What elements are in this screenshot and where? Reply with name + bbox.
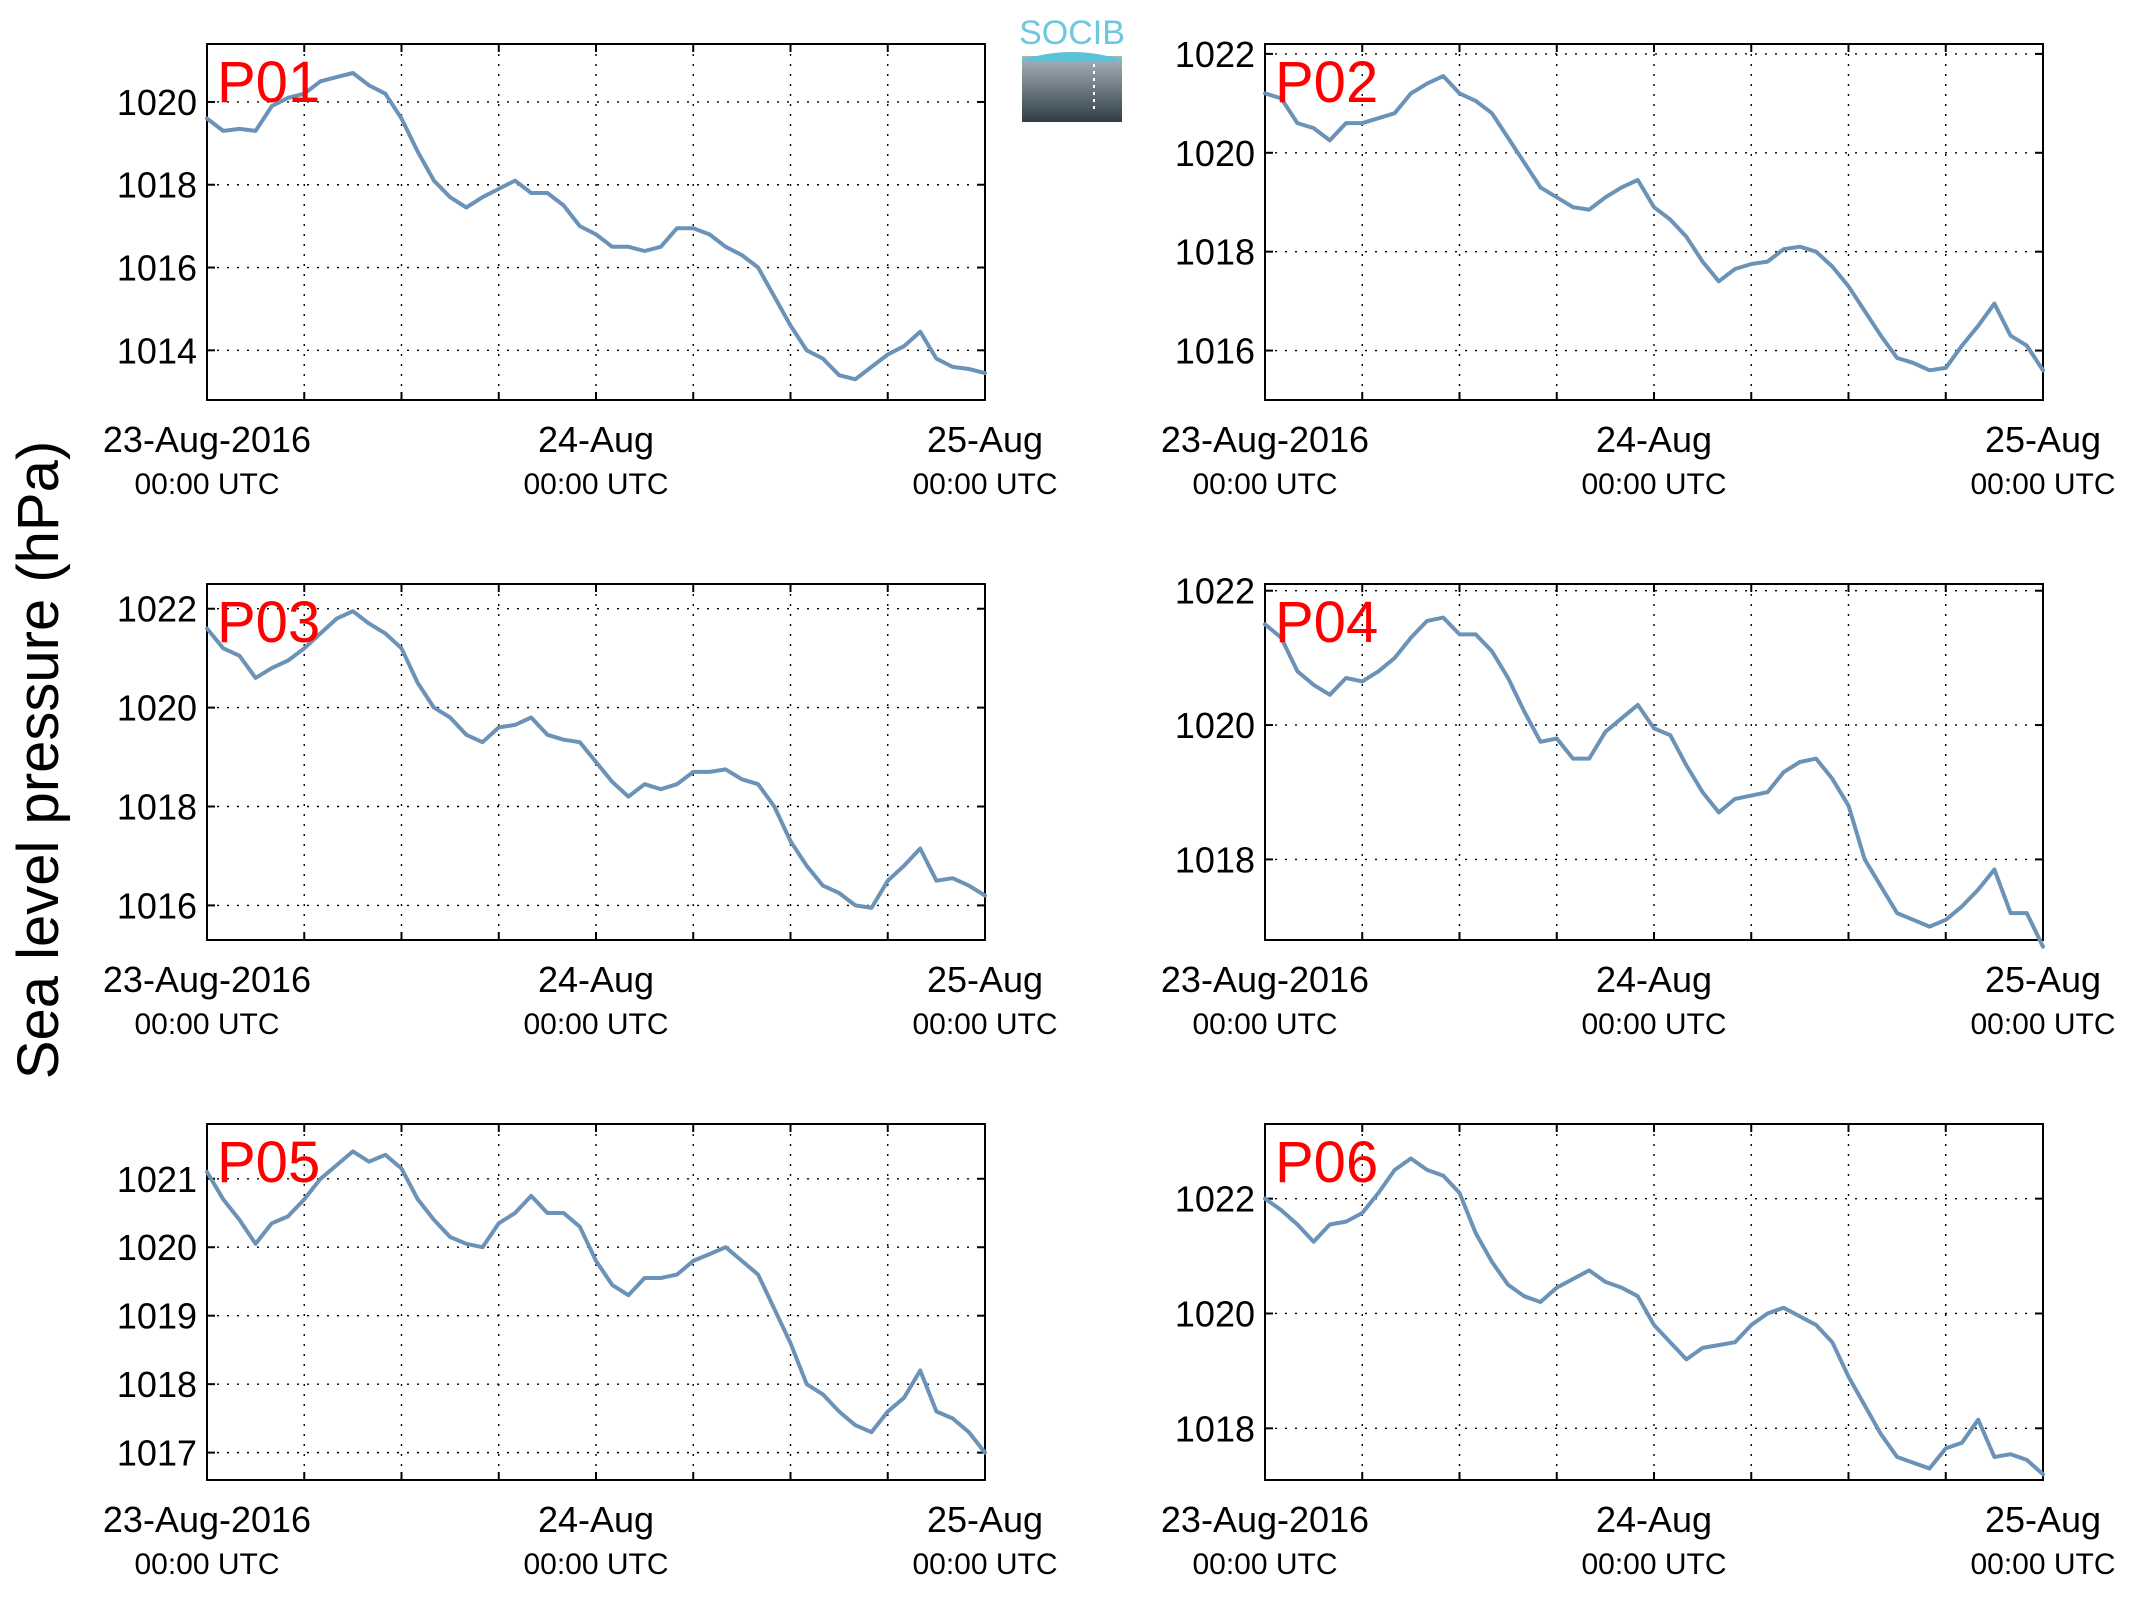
y-tick-label: 1022 [1175,571,1255,612]
x-tick-label-time: 00:00 UTC [912,1008,1057,1041]
panel-label: P05 [217,1130,320,1195]
panel-label: P04 [1275,590,1378,655]
x-tick-label-time: 00:00 UTC [1581,468,1726,501]
x-tick-label-date: 25-Aug [1985,419,2101,460]
logo-wave [1022,52,1122,62]
x-tick-label-date: 24-Aug [538,1499,654,1540]
x-tick-label-time: 00:00 UTC [1970,468,2115,501]
panel-p01: 1014 1016 1018 1020 23-Aug-2016 00:00 UTC 24-A… [103,43,1058,501]
x-tick-label-date: 24-Aug [1596,419,1712,460]
y-tick-label: 1022 [1175,34,1255,75]
x-tick-label-date: 23-Aug-2016 [1161,959,1369,1000]
panel-p04: 1018 1020 1022 23-Aug-2016 00:00 UTC 24-Aug 00… [1161,571,2116,1041]
x-tick-label-date: 23-Aug-2016 [1161,1499,1369,1540]
x-tick-label-time: 00:00 UTC [134,1548,279,1581]
y-tick-label: 1018 [117,1364,197,1405]
x-tick-label-time: 00:00 UTC [1192,468,1337,501]
x-tick-label-date: 23-Aug-2016 [103,1499,311,1540]
x-tick-label-time: 00:00 UTC [134,1008,279,1041]
x-tick-label-date: 24-Aug [538,959,654,1000]
y-tick-label: 1020 [117,1227,197,1268]
panel-label: P01 [217,50,320,115]
panel-label: P06 [1275,1130,1378,1195]
y-tick-label: 1018 [1175,839,1255,880]
y-axis-label: Sea level pressure (hPa) [6,441,71,1079]
x-tick-label-time: 00:00 UTC [1970,1548,2115,1581]
panel-p05: 1017 1018 1019 1020 1021 23-Aug-2016 00:00 UTC… [103,1123,1058,1581]
y-tick-label: 1018 [1175,1408,1255,1449]
x-tick-label-date: 25-Aug [927,959,1043,1000]
panel-p06: 1018 1020 1022 23-Aug-2016 00:00 UTC 24-Aug 00… [1161,1123,2116,1581]
x-tick-label-time: 00:00 UTC [1581,1548,1726,1581]
x-tick-label-time: 00:00 UTC [1192,1548,1337,1581]
y-tick-label: 1017 [117,1433,197,1474]
x-tick-label-date: 24-Aug [1596,959,1712,1000]
socib-logo: SOCIB [1019,14,1125,122]
x-tick-label-time: 00:00 UTC [1192,1008,1337,1041]
panel-label: P02 [1275,50,1378,115]
logo-text: SOCIB [1019,14,1125,52]
y-tick-label: 1018 [1175,232,1255,273]
x-tick-label-date: 25-Aug [1985,959,2101,1000]
series-line [205,71,987,382]
series-line [1263,74,2045,373]
x-tick-label-date: 24-Aug [1596,1499,1712,1540]
y-tick-label: 1020 [1175,1293,1255,1334]
x-tick-label-time: 00:00 UTC [523,1548,668,1581]
y-tick-label: 1016 [117,885,197,926]
series-line [205,1149,987,1455]
x-tick-label-date: 25-Aug [927,1499,1043,1540]
x-tick-label-time: 00:00 UTC [1970,1008,2115,1041]
y-tick-label: 1018 [117,165,197,206]
y-tick-label: 1020 [1175,133,1255,174]
x-tick-label-date: 25-Aug [1985,1499,2101,1540]
series-line [1263,615,2045,949]
x-tick-label-time: 00:00 UTC [912,1548,1057,1581]
x-tick-label-date: 23-Aug-2016 [103,959,311,1000]
panel-label: P03 [217,590,320,655]
y-tick-label: 1020 [117,82,197,123]
x-tick-label-date: 24-Aug [538,419,654,460]
y-tick-label: 1016 [117,248,197,289]
x-tick-label-time: 00:00 UTC [523,1008,668,1041]
y-tick-label: 1014 [117,330,197,371]
y-tick-label: 1020 [117,688,197,729]
x-tick-label-time: 00:00 UTC [134,468,279,501]
panel-p03: 1016 1018 1020 1022 23-Aug-2016 00:00 UTC 24-A… [103,583,1058,1041]
x-tick-label-date: 25-Aug [927,419,1043,460]
y-tick-label: 1020 [1175,705,1255,746]
y-tick-label: 1021 [117,1159,197,1200]
x-tick-label-time: 00:00 UTC [1581,1008,1726,1041]
y-tick-label: 1022 [117,589,197,630]
series-line [1263,1156,2045,1477]
panel-p02: 1016 1018 1020 1022 23-Aug-2016 00:00 UTC 24-A… [1161,34,2116,501]
y-tick-label: 1018 [117,787,197,828]
y-tick-label: 1022 [1175,1179,1255,1220]
y-tick-label: 1016 [1175,331,1255,372]
x-tick-label-time: 00:00 UTC [912,468,1057,501]
x-tick-label-time: 00:00 UTC [523,468,668,501]
y-tick-label: 1019 [117,1296,197,1337]
series-line [205,609,987,910]
x-tick-label-date: 23-Aug-2016 [103,419,311,460]
logo-graphic [1022,56,1122,122]
x-tick-label-date: 23-Aug-2016 [1161,419,1369,460]
